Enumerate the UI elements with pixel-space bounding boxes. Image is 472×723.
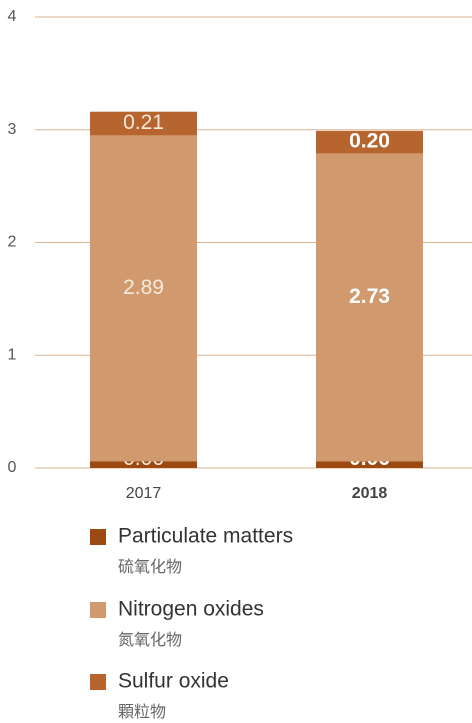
legend-label: Nitrogen oxides xyxy=(118,598,264,621)
legend-sublabel: 硫氧化物 xyxy=(118,558,182,576)
y-tick-label: 2 xyxy=(8,234,17,251)
bar-segment xyxy=(90,111,197,136)
legend-swatch xyxy=(90,602,106,618)
bar-segment xyxy=(316,153,423,462)
legend-label: Particulate matters xyxy=(118,525,293,548)
value-label: 0.20 xyxy=(349,130,390,153)
y-tick-label: 1 xyxy=(8,346,17,363)
legend-swatch xyxy=(90,674,106,690)
x-tick-label: 2018 xyxy=(352,485,388,502)
legend-swatch xyxy=(90,529,106,545)
value-label: 2.73 xyxy=(349,285,390,308)
legend-sublabel: 氮氧化物 xyxy=(118,631,182,649)
x-tick-label: 2017 xyxy=(126,485,162,502)
bar-segment xyxy=(316,461,423,468)
value-label: 0.21 xyxy=(123,111,164,134)
y-tick-label: 3 xyxy=(8,121,17,138)
bar-segment xyxy=(90,135,197,462)
legend-label: Sulfur oxide xyxy=(118,670,229,693)
y-tick-label: 4 xyxy=(8,8,17,25)
y-tick-label: 0 xyxy=(8,459,17,476)
value-label: 2.89 xyxy=(123,276,164,299)
bar-segment xyxy=(316,130,423,154)
legend-sublabel: 顆粒物 xyxy=(118,703,166,721)
bar-segment xyxy=(90,461,197,468)
